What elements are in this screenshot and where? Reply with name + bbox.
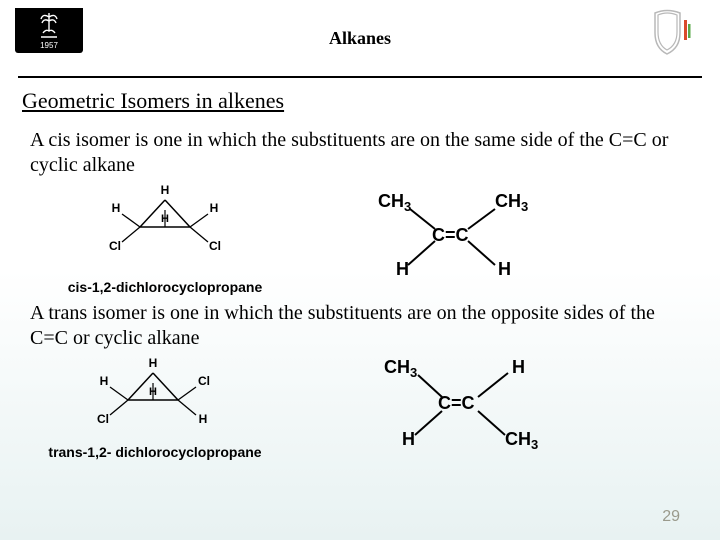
svg-text:H: H bbox=[112, 201, 121, 215]
svg-text:CH3: CH3 bbox=[378, 191, 411, 214]
cis-paragraph: A cis isomer is one in which the substit… bbox=[30, 128, 690, 178]
svg-text:C=C: C=C bbox=[432, 225, 469, 245]
svg-text:H: H bbox=[149, 386, 157, 398]
page-number: 29 bbox=[662, 508, 680, 526]
svg-text:Cl: Cl bbox=[198, 374, 210, 388]
svg-text:Cl: Cl bbox=[109, 239, 121, 253]
svg-text:H: H bbox=[396, 259, 409, 279]
cis-alkene-diagram: CH3 CH3 C=C H H bbox=[340, 189, 560, 289]
shield-logo bbox=[640, 8, 695, 63]
university-logo: 1957 bbox=[15, 8, 83, 53]
svg-text:CH3: CH3 bbox=[495, 191, 528, 214]
svg-text:H: H bbox=[512, 357, 525, 377]
header-divider bbox=[18, 76, 702, 78]
svg-text:H: H bbox=[402, 429, 415, 449]
cis-cyclopropane-diagram: H H Cl H Cl H cis-1,2-dichlorocyclopropa… bbox=[60, 182, 270, 295]
cis-diagram-row: H H Cl H Cl H cis-1,2-dichlorocyclopropa… bbox=[60, 182, 690, 295]
trans-cyclopropane-label: trans-1,2- dichlorocyclopropane bbox=[40, 444, 270, 460]
header: 1957 Alkanes bbox=[0, 0, 720, 70]
section-title: Geometric Isomers in alkenes bbox=[22, 88, 720, 114]
svg-text:H: H bbox=[199, 412, 208, 426]
trans-diagram-row: H H Cl Cl H H trans-1,2- dichlorocyclopr… bbox=[40, 355, 690, 460]
svg-text:H: H bbox=[498, 259, 511, 279]
svg-text:C=C: C=C bbox=[438, 393, 475, 413]
cis-cyclopropane-label: cis-1,2-dichlorocyclopropane bbox=[60, 279, 270, 295]
svg-text:Cl: Cl bbox=[97, 412, 109, 426]
svg-text:CH3: CH3 bbox=[384, 357, 417, 380]
palm-emblem-icon bbox=[33, 11, 65, 41]
trans-paragraph: A trans isomer is one in which the subst… bbox=[30, 301, 690, 351]
trans-alkene-diagram: CH3 H C=C H CH3 bbox=[360, 355, 560, 460]
svg-text:H: H bbox=[161, 183, 170, 197]
svg-text:H: H bbox=[210, 201, 219, 215]
svg-text:H: H bbox=[161, 213, 169, 225]
page-title: Alkanes bbox=[0, 0, 720, 49]
svg-text:CH3: CH3 bbox=[505, 429, 538, 452]
trans-cyclopropane-diagram: H H Cl Cl H H trans-1,2- dichlorocyclopr… bbox=[40, 355, 270, 460]
svg-text:H: H bbox=[149, 356, 158, 370]
logo-year: 1957 bbox=[40, 41, 58, 50]
svg-text:H: H bbox=[100, 374, 109, 388]
svg-text:Cl: Cl bbox=[209, 239, 221, 253]
